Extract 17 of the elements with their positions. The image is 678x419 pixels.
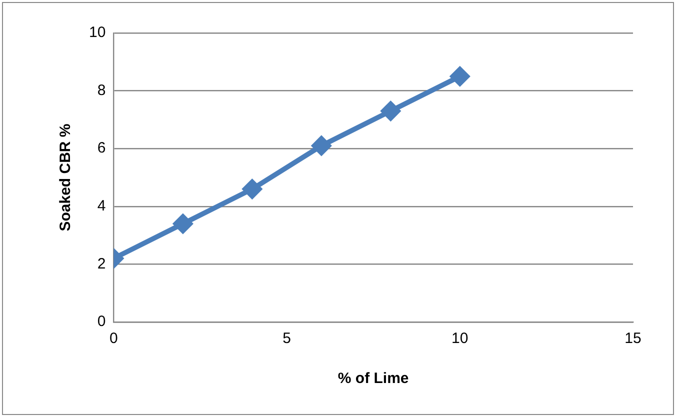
point	[381, 102, 400, 121]
y-tick-label: 6	[97, 140, 106, 157]
x-tick-label: 5	[282, 330, 291, 348]
y-tick-label: 10	[88, 24, 106, 42]
x-tick-label: 15	[624, 330, 642, 348]
y-axis-title: Soaked CBR %	[57, 124, 74, 232]
point	[242, 180, 262, 199]
point	[173, 214, 192, 234]
y-tick-label: 0	[97, 313, 106, 330]
x-axis-title: % of Lime	[338, 370, 409, 388]
y-tick-label: 2	[97, 255, 106, 272]
point	[312, 136, 331, 156]
point	[450, 66, 470, 86]
x-tick-label: 10	[452, 330, 468, 348]
y-tick-label: 4	[97, 198, 106, 215]
x-tick-label: 0	[110, 330, 118, 348]
y-tick-label: 8	[97, 82, 106, 99]
